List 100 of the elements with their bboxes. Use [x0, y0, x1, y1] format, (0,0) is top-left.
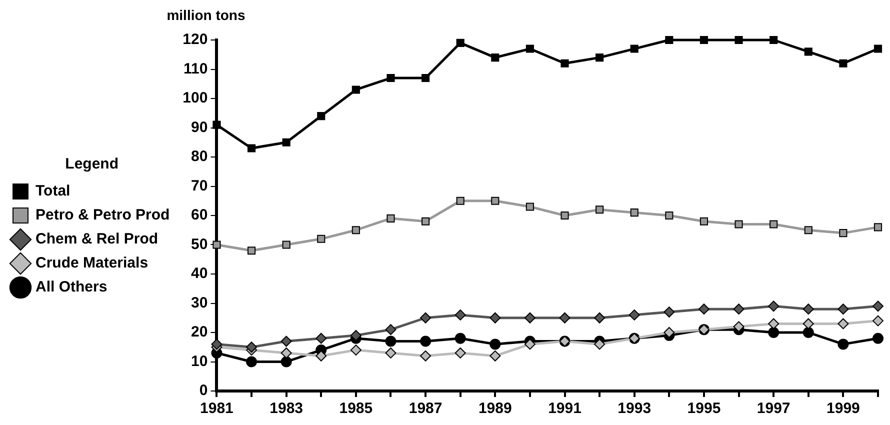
- legend-label: All Others: [36, 278, 108, 296]
- y-tick-label: 70: [191, 177, 208, 194]
- y-tick-label: 100: [182, 90, 208, 107]
- point: [872, 332, 884, 344]
- x-tick-label: 1989: [478, 400, 512, 418]
- point: [524, 338, 536, 350]
- point: [630, 208, 638, 217]
- point: [246, 356, 258, 368]
- point: [872, 315, 884, 326]
- point: [280, 336, 292, 347]
- point: [246, 342, 258, 353]
- point: [768, 300, 780, 312]
- point: [456, 196, 464, 205]
- y-tick-label: 120: [182, 31, 208, 48]
- y-tick-label: 60: [191, 206, 208, 224]
- point: [316, 350, 327, 362]
- y-tick-label: 110: [184, 60, 208, 78]
- point: [280, 347, 292, 358]
- point: [422, 217, 430, 226]
- point: [282, 240, 290, 249]
- point: [282, 138, 290, 146]
- point: [490, 338, 501, 350]
- point: [768, 318, 780, 330]
- x-tick-label: 1995: [687, 400, 721, 418]
- legend-label: Chem & Rel Prod: [36, 230, 158, 248]
- point: [664, 327, 675, 338]
- point: [316, 332, 327, 344]
- y-tick-label: 50: [191, 236, 208, 253]
- x-tick-label: 1993: [618, 400, 652, 418]
- point: [280, 356, 292, 368]
- point: [385, 324, 396, 336]
- x-tick-label: 1997: [756, 400, 790, 418]
- x-tick-label: 1983: [270, 400, 304, 418]
- point: [802, 318, 814, 330]
- point: [734, 36, 743, 44]
- point: [700, 217, 708, 226]
- point: [874, 44, 882, 53]
- point: [596, 54, 604, 62]
- point: [212, 240, 221, 249]
- point: [838, 304, 849, 315]
- y-tick-label: 90: [191, 118, 208, 136]
- point: [454, 347, 466, 358]
- point: [317, 112, 326, 120]
- point: [350, 344, 362, 356]
- point: [770, 36, 778, 44]
- legend-label: Crude Materials: [36, 254, 148, 272]
- point: [422, 74, 430, 82]
- y-tick-label: 80: [191, 148, 208, 166]
- legend-label: Petro & Petro Prod: [36, 206, 170, 224]
- point: [698, 304, 710, 315]
- point: [560, 211, 569, 220]
- point: [350, 330, 362, 341]
- point: [386, 214, 395, 222]
- x-tick-label: 1999: [826, 400, 860, 418]
- point: [524, 312, 536, 324]
- point: [526, 202, 534, 211]
- point: [491, 196, 500, 205]
- point: [665, 211, 674, 220]
- point: [352, 86, 360, 94]
- point: [594, 312, 606, 324]
- point: [526, 44, 534, 53]
- point: [211, 338, 222, 350]
- point: [838, 338, 849, 350]
- point: [664, 306, 675, 318]
- point: [456, 38, 464, 47]
- point: [872, 300, 884, 312]
- y-tick-label: 20: [191, 324, 208, 341]
- point: [317, 234, 326, 243]
- point: [560, 59, 569, 68]
- point: [628, 309, 640, 320]
- y-axis-title: million tons: [166, 6, 246, 23]
- point: [594, 338, 606, 350]
- point: [420, 350, 432, 362]
- point: [665, 36, 674, 44]
- point: [839, 59, 848, 68]
- point: [490, 350, 501, 362]
- point: [838, 318, 849, 330]
- point: [454, 309, 466, 320]
- point: [802, 304, 814, 315]
- point: [559, 312, 570, 324]
- point: [247, 246, 256, 255]
- point: [802, 327, 814, 338]
- legend-label: Total: [36, 182, 70, 200]
- point: [352, 226, 360, 234]
- x-tick-label: 1991: [548, 400, 582, 418]
- point: [385, 347, 396, 358]
- point: [804, 226, 812, 234]
- legend-title: Legend: [65, 156, 119, 173]
- point: [770, 220, 778, 228]
- point: [700, 36, 708, 44]
- x-tick-label: 1981: [200, 400, 234, 418]
- x-tick-label: 1985: [339, 400, 373, 418]
- point: [733, 321, 744, 332]
- point: [733, 304, 744, 315]
- y-tick-label: 0: [199, 382, 208, 400]
- point: [734, 220, 743, 228]
- point: [596, 206, 604, 214]
- y-tick-label: 10: [191, 352, 208, 370]
- point: [630, 44, 638, 53]
- y-tick-label: 30: [191, 294, 208, 312]
